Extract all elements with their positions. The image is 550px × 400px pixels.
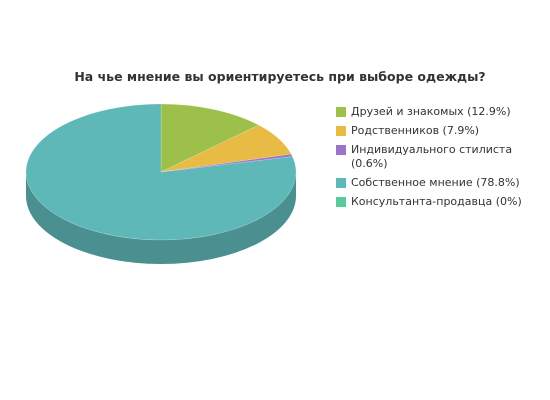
pie-slice [160,124,292,173]
slice-side [26,172,296,264]
pie-slice [25,103,297,241]
legend-item: Родственников (7.9%) [336,124,536,138]
legend-label: Консультанта-продавца (0%) [351,195,522,208]
legend-swatch [336,178,346,188]
legend-label: Родственников (7.9%) [351,124,480,137]
chart-title: На чье мнение вы ориентируетесь при выбо… [74,69,485,84]
legend-swatch [336,126,346,136]
pie-slice [160,153,293,173]
legend-item: Друзей и знакомых (12.9%) [336,105,536,119]
legend-swatch [336,197,346,207]
legend-item: Собственное мнение (78.8%) [336,176,536,190]
legend-label: Собственное мнение (78.8%) [351,176,520,189]
legend: Друзей и знакомых (12.9%) Родственников (… [336,105,536,214]
pie-slice [160,103,260,173]
legend-swatch [336,145,346,155]
legend-item: Индивидуального стилиста (0.6%) [336,143,536,171]
legend-item: Консультанта-продавца (0%) [336,195,536,209]
legend-label: Индивидуального стилиста (0.6%) [351,143,513,170]
legend-swatch [336,107,346,117]
legend-label: Друзей и знакомых (12.9%) [351,105,511,118]
